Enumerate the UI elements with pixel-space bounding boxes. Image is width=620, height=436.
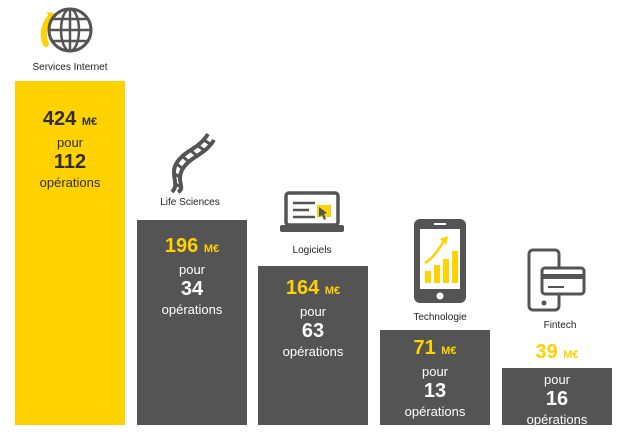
- bar-technologie: 71 M€ pour 13 opérations: [380, 330, 490, 425]
- sector-label-services-internet: Services Internet: [32, 62, 108, 73]
- amount-value: 424: [42, 108, 77, 130]
- pour-label: pour: [299, 304, 327, 319]
- amount-label: 39 M€: [535, 340, 578, 367]
- bar-services-internet: 424 M€ pour 112 opérations: [15, 81, 125, 425]
- sector-label-fintech: Fintech: [543, 320, 577, 331]
- amount-label: 424 M€: [43, 107, 97, 134]
- amount-value: 39: [535, 341, 558, 363]
- bar-fintech: 39 M€ pour 16 opérations: [502, 341, 612, 427]
- operations-count: 13: [423, 380, 447, 402]
- bar-logiciels: 164 M€ pour 63 opérations: [258, 266, 368, 425]
- laptop-icon: [279, 191, 345, 235]
- amount-value: 71: [413, 337, 436, 359]
- amount-unit: M€: [563, 349, 579, 361]
- amount-label: 71 M€: [413, 336, 456, 363]
- amount-label: 196 M€: [165, 234, 219, 261]
- sector-label-technologie: Technologie: [413, 312, 467, 323]
- amount-label: 164 M€: [286, 276, 340, 303]
- sector-label-logiciels: Logiciels: [292, 245, 332, 256]
- operations-label: opérations: [526, 412, 588, 427]
- operations-label: opérations: [282, 344, 344, 359]
- pour-label: pour: [421, 364, 449, 379]
- pour-label: pour: [178, 262, 206, 277]
- operations-label: opérations: [161, 302, 223, 317]
- pour-label: pour: [543, 372, 571, 387]
- operations-label: opérations: [404, 404, 466, 419]
- pour-label: pour: [56, 135, 84, 150]
- operations-label: opérations: [39, 175, 101, 190]
- dna-icon: [164, 130, 218, 194]
- operations-count: 112: [53, 151, 87, 173]
- bar-life-sciences: 196 M€ pour 34 opérations: [137, 220, 247, 425]
- amount-value: 164: [285, 277, 320, 299]
- amount-unit: M€: [324, 285, 341, 297]
- globe-icon: [38, 4, 98, 58]
- operations-count: 16: [545, 388, 569, 410]
- smartphone-chart-icon: [412, 217, 468, 305]
- amount-unit: M€: [203, 243, 220, 255]
- operations-count: 34: [180, 278, 204, 300]
- operations-count: 63: [301, 320, 325, 342]
- sector-label-life-sciences: Life Sciences: [160, 197, 220, 208]
- amount-unit: M€: [81, 116, 98, 128]
- amount-value: 196: [164, 235, 199, 257]
- phone-card-icon: [526, 248, 588, 314]
- amount-unit: M€: [441, 345, 457, 357]
